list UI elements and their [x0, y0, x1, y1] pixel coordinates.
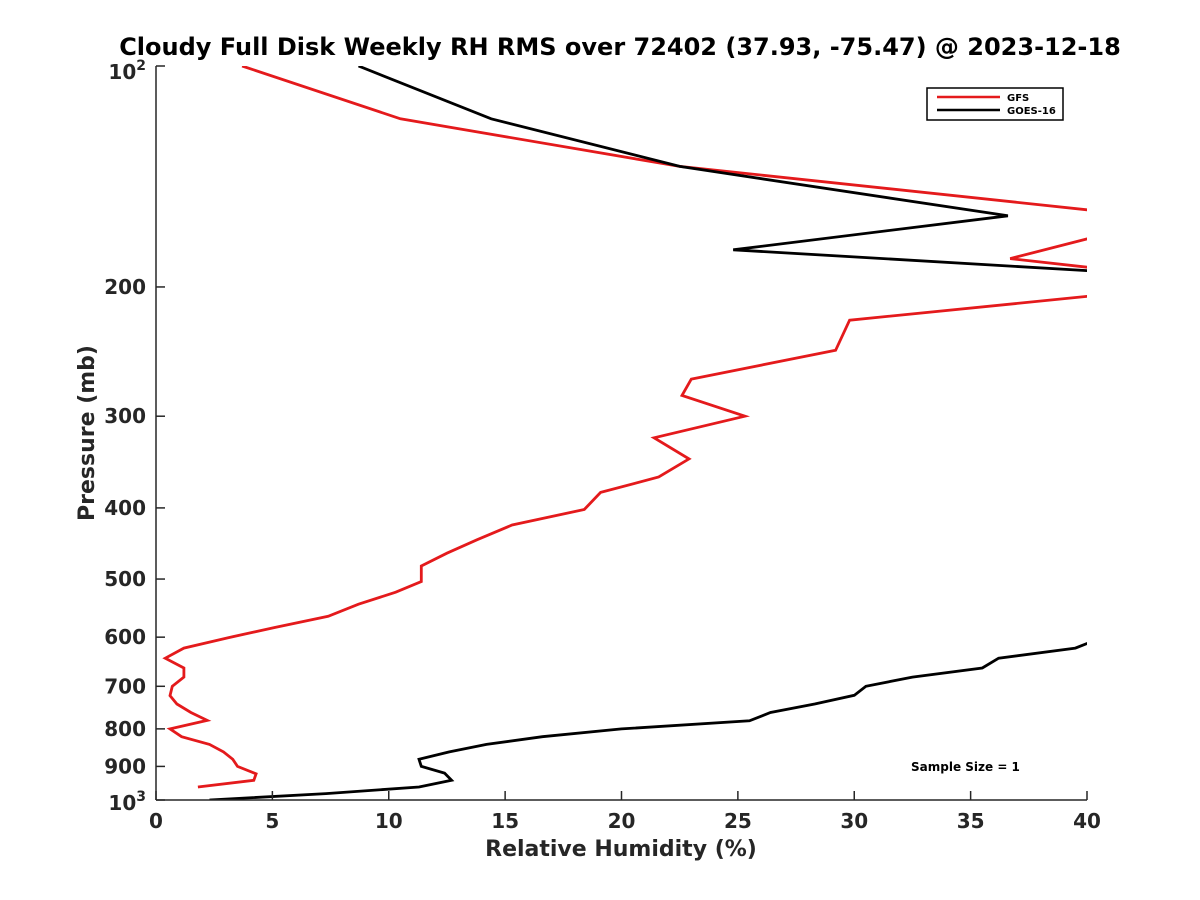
sample-size-annotation: Sample Size = 1 — [911, 760, 1020, 774]
legend: GFS GOES-16 — [926, 87, 1064, 121]
y-top-base: 10 — [108, 60, 136, 84]
y-tick-label: 900 — [104, 754, 146, 778]
y-tick-label: 300 — [104, 404, 146, 428]
y-tick-label: 200 — [104, 275, 146, 299]
x-tick-label: 30 — [840, 809, 868, 833]
series-layer — [162, 66, 1087, 800]
x-tick-label: 40 — [1073, 809, 1101, 833]
y-bottom-exp: 3 — [136, 789, 146, 805]
x-axis-label: Relative Humidity (%) — [485, 837, 757, 862]
x-axis-ticks: 0 5 10 15 20 25 30 35 40 — [149, 791, 1101, 833]
y-axis-label: Pressure (mb) — [75, 345, 100, 521]
y-tick-label: 700 — [104, 674, 146, 698]
x-tick-label: 0 — [149, 809, 163, 833]
x-tick-label: 25 — [724, 809, 752, 833]
series-line-gfs — [162, 66, 1087, 789]
x-tick-label: 5 — [265, 809, 279, 833]
legend-box — [926, 87, 1064, 121]
series-line-goes16 — [209, 66, 1087, 800]
y-axis-ticks: 200 300 400 500 600 700 800 900 — [104, 65, 165, 801]
y-tick-label: 600 — [104, 625, 146, 649]
y-tick-label: 500 — [104, 567, 146, 591]
x-tick-label: 10 — [375, 809, 403, 833]
y-tick-label: 400 — [104, 496, 146, 520]
legend-label-goes16: GOES-16 — [1007, 106, 1056, 117]
y-tick-label-top: 102 — [108, 58, 146, 84]
y-tick-label-bottom: 103 — [108, 789, 146, 815]
legend-label-gfs: GFS — [1007, 93, 1029, 104]
y-top-exp: 2 — [136, 58, 146, 74]
x-tick-label: 15 — [491, 809, 519, 833]
y-tick-label: 800 — [104, 717, 146, 741]
x-tick-label: 35 — [957, 809, 985, 833]
x-tick-label: 20 — [608, 809, 636, 833]
chart-title: Cloudy Full Disk Weekly RH RMS over 7240… — [119, 33, 1121, 61]
y-bottom-base: 10 — [108, 791, 136, 815]
